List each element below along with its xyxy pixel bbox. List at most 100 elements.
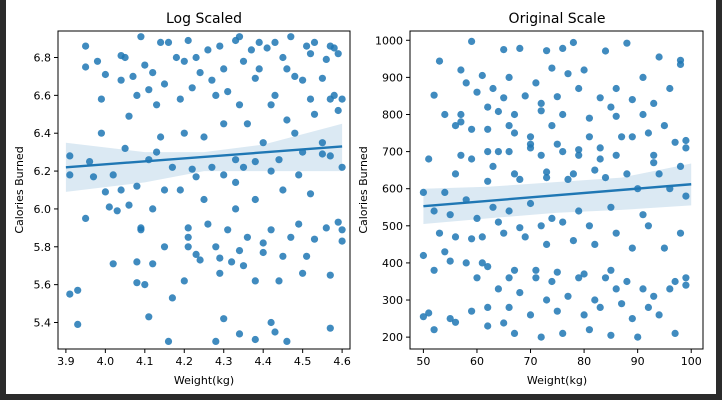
data-point (451, 318, 460, 326)
data-point (676, 60, 685, 68)
data-point (532, 274, 540, 282)
data-point (543, 296, 551, 304)
data-point (251, 158, 259, 166)
data-point (89, 173, 98, 181)
data-point (243, 233, 251, 241)
data-point (505, 303, 513, 311)
regression-line (65, 145, 343, 169)
data-point (180, 57, 188, 65)
data-point (612, 151, 620, 159)
data-point (235, 101, 244, 109)
data-point (430, 207, 438, 215)
data-point (164, 38, 173, 47)
data-point (478, 71, 486, 80)
data-point (473, 214, 481, 222)
y-tick-label: 5.4 (34, 317, 52, 330)
data-point (671, 277, 679, 286)
data-point (628, 96, 636, 104)
data-point (639, 73, 647, 81)
data-point (121, 53, 129, 62)
data-point (287, 33, 295, 41)
data-point (255, 65, 263, 73)
data-point (596, 155, 604, 163)
data-point (153, 148, 161, 156)
data-point (318, 150, 326, 158)
data-point (82, 63, 90, 71)
data-point (168, 294, 176, 302)
data-point (216, 269, 224, 277)
data-point (239, 262, 248, 270)
data-point (543, 240, 551, 248)
data-point (532, 79, 540, 87)
data-point (553, 268, 561, 276)
data-point (500, 46, 508, 54)
data-point (425, 309, 433, 317)
y-tick-label: 500 (382, 220, 403, 233)
data-point (259, 248, 267, 257)
data-point (564, 175, 572, 183)
data-point (149, 69, 157, 77)
data-point (510, 170, 519, 178)
data-point (446, 315, 454, 323)
data-point (271, 328, 279, 336)
data-point (243, 120, 251, 128)
data-point (628, 133, 636, 141)
data-point (176, 95, 184, 103)
data-point (196, 256, 204, 264)
data-point (671, 138, 679, 146)
data-point (66, 171, 74, 179)
data-point (137, 33, 145, 41)
y-tick-label: 1000 (375, 34, 403, 47)
data-point (553, 307, 561, 315)
x-tick-label: 4.5 (294, 355, 312, 368)
data-point (655, 311, 663, 319)
data-point (612, 229, 620, 237)
data-point (623, 277, 631, 286)
data-point (279, 53, 287, 62)
x-tick-label: 80 (577, 355, 591, 368)
chart-log-scaled: Log Scaled Weight(kg) Calories Burned 3.… (13, 11, 351, 387)
x-tick-label: 4.1 (136, 355, 154, 368)
data-point (585, 114, 594, 122)
data-point (326, 324, 334, 332)
y-tick-label: 6.4 (34, 127, 52, 140)
data-point (180, 277, 188, 285)
data-point (516, 289, 524, 297)
data-point (318, 139, 326, 147)
y-tick-label: 300 (382, 294, 403, 307)
data-point (666, 285, 674, 293)
data-point (505, 148, 513, 156)
data-point (133, 91, 141, 99)
data-point (489, 203, 497, 211)
data-point (164, 337, 173, 345)
data-point (596, 144, 604, 152)
data-point (676, 229, 685, 237)
data-point (682, 192, 690, 200)
data-point (425, 155, 433, 163)
data-point (468, 307, 476, 315)
data-point (644, 303, 653, 311)
data-point (419, 313, 427, 321)
data-point (537, 151, 545, 159)
data-point (650, 151, 658, 159)
data-point (601, 174, 610, 182)
data-point (97, 129, 105, 137)
data-point (478, 259, 486, 267)
data-point (180, 129, 188, 137)
data-point (559, 329, 567, 337)
data-point (441, 248, 449, 256)
data-point (149, 205, 157, 213)
data-point (650, 159, 658, 167)
data-point (232, 205, 240, 213)
data-point (580, 270, 588, 278)
data-point (532, 266, 540, 274)
data-point (287, 233, 295, 241)
data-point (478, 233, 486, 241)
plot-frame (409, 30, 704, 350)
data-point (105, 203, 113, 211)
y-tick-label: 600 (382, 183, 403, 196)
data-point (494, 285, 502, 293)
data-point (192, 173, 200, 181)
data-point (303, 252, 311, 260)
